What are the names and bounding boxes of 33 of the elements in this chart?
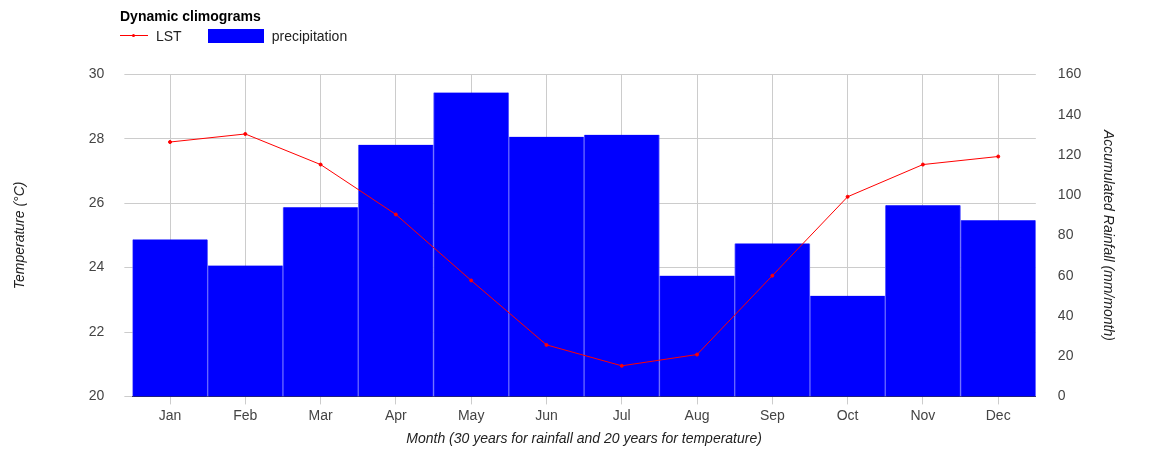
y-axis-title: Temperature (°C) (11, 181, 28, 290)
x-tick-label: Nov (910, 406, 936, 423)
y-tick-label: 28 (88, 129, 105, 146)
x-tick-label: May (457, 406, 485, 423)
x-tick-label: Aug (684, 406, 710, 423)
x-tick-label: Jun (535, 406, 558, 423)
x-tick-label: Jul (612, 406, 631, 423)
x-axis-title: Month (30 years for rainfall and 20 years for temperature) (406, 430, 762, 447)
y2-tick-label: 100 (1057, 186, 1082, 203)
y2-tick-label: 60 (1057, 266, 1074, 283)
x-tick-label: Mar (308, 406, 333, 423)
x-tick-label: Jan (158, 406, 182, 423)
y-tick-label: 22 (88, 322, 105, 339)
y-tick-label: 30 (88, 65, 105, 82)
legend-label: precipitation (271, 28, 348, 44)
y2-tick-label: 40 (1057, 306, 1074, 323)
x-tick-label: Apr (384, 406, 408, 423)
y-tick-label: 20 (88, 387, 105, 404)
y-tick-label: 24 (88, 258, 105, 275)
y2-tick-label: 20 (1057, 347, 1074, 364)
y2-tick-label: 140 (1057, 105, 1082, 122)
chart-title: Dynamic climograms (119, 8, 262, 26)
y2-tick-label: 160 (1057, 65, 1082, 82)
y-tick-label: 26 (88, 194, 105, 211)
y2-tick-label: 0 (1057, 387, 1066, 404)
y2-axis-title: Accumulated Rainfall (mm/month) (1100, 128, 1117, 341)
x-tick-label: Feb (233, 406, 258, 423)
y2-tick-label: 80 (1057, 226, 1074, 243)
x-tick-label: Dec (985, 406, 1011, 423)
x-tick-label: Oct (836, 406, 859, 423)
x-tick-label: Sep (759, 406, 785, 423)
y2-tick-label: 120 (1057, 145, 1082, 162)
legend-label: LST (156, 28, 182, 44)
